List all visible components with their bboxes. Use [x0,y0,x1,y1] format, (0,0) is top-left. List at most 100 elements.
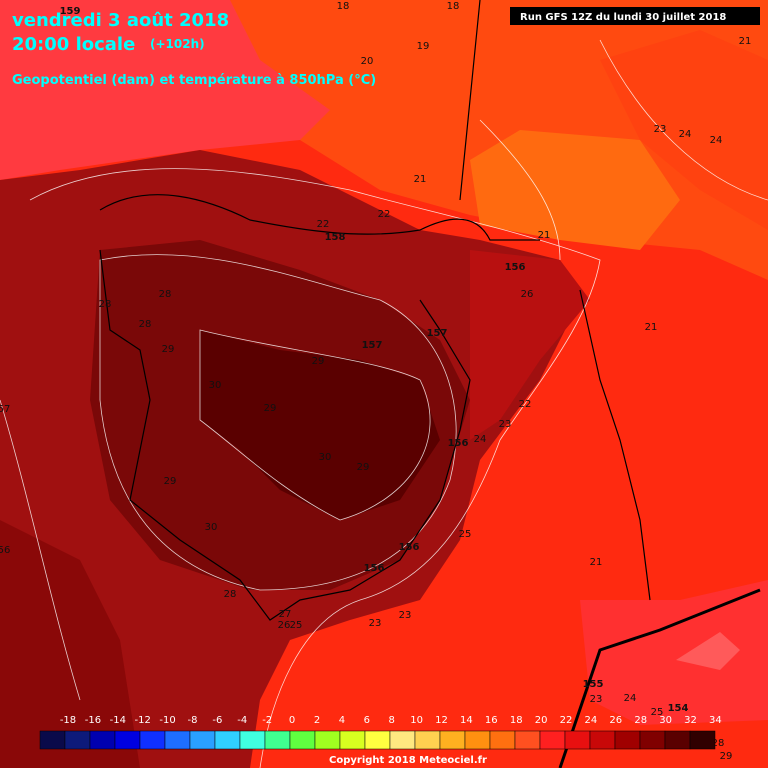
legend-label: 16 [485,715,498,726]
coastline [579,289,651,601]
contour-label: 24 [679,129,692,140]
contour-label: 155 [583,679,604,690]
contour-label: 23 [590,694,603,705]
legend-swatch [364,730,391,750]
legend-label: 24 [585,715,598,726]
contour-label: 29 [357,462,370,473]
legend-label: 26 [609,715,622,726]
contour-label: 29 [720,751,733,762]
warm-area [470,130,680,250]
warm-area [600,30,768,230]
time: 20:00 locale [12,34,135,55]
contour-label: 157 [362,340,383,351]
contour-label: 28 [712,738,725,749]
legend-swatch [614,730,641,750]
contour-label: 21 [739,36,752,47]
legend-swatch [464,730,491,750]
legend-swatch [64,730,91,750]
contour-label: 23 [399,610,412,621]
contour [29,168,601,768]
coastline [99,194,540,241]
contour-label: 24 [624,693,637,704]
legend-swatch [264,730,291,750]
copyright: Copyright 2018 Meteociel.fr [329,755,487,766]
legend-swatch [589,730,616,750]
legend-label: 28 [634,715,647,726]
legend-label: 22 [560,715,573,726]
cool-area [0,0,330,180]
legend-label: 18 [510,715,523,726]
contour-label: 29 [164,476,177,487]
contour-label: 27 [279,609,292,620]
contour-label: 25 [651,707,664,718]
legend-swatch [689,730,716,750]
legend-swatch [114,730,141,750]
legend-swatch [514,730,541,750]
legend-swatch [189,730,216,750]
legend-swatch [339,730,366,750]
legend-swatch [289,730,316,750]
legend-label: 12 [435,715,448,726]
contour-label: 28 [159,289,172,300]
contour-label: 22 [519,399,532,410]
contour-label: 26 [521,289,534,300]
contour-label: 28 [99,299,112,310]
contour-label: 22 [317,219,330,230]
contour-label: 56 [0,545,10,556]
legend-swatch [639,730,666,750]
contour-label: 24 [710,135,723,146]
legend-label: -6 [212,715,222,726]
legend-label: -10 [159,715,175,726]
contour-label: 23 [499,419,512,430]
warm-area [676,632,740,670]
contour-label: 28 [139,319,152,330]
warm-area [580,580,768,725]
legend-label: 30 [659,715,672,726]
legend-label: -16 [85,715,101,726]
legend-swatch [539,730,566,750]
contour-label: 21 [538,230,551,241]
contour-label: 25 [459,529,472,540]
contour-label: 156 [399,542,420,553]
contour [479,119,561,261]
contour [599,39,768,201]
contour-label: 157 [427,328,448,339]
contour-label: 20 [361,56,374,67]
contour-label: 159 [60,6,81,17]
legend-label: 4 [339,715,345,726]
contour-label: 19 [417,41,430,52]
legend-label: 20 [535,715,548,726]
legend-swatch [314,730,341,750]
contours [0,39,768,768]
legend-label: -2 [262,715,272,726]
legend-swatch [489,730,516,750]
contour-label: 30 [205,522,218,533]
lead-time: (+102h) [150,37,205,51]
color-legend: -18 -16 -14 -12 -10 -8 -6 -4 -2 0 2 4 6 8 10 12 14 16 18 20… [39,715,722,750]
contour-label: 158 [325,232,346,243]
contour-label: 24 [474,434,487,445]
contour-label: 154 [668,703,689,714]
contour-label: 21 [414,174,427,185]
contour-label: 57 [0,404,10,415]
legend-label: -4 [237,715,247,726]
contour-label: 25 [290,620,303,631]
legend-swatch [139,730,166,750]
coastlines [99,0,651,621]
hot-area [0,520,140,768]
title: vendredi 3 août 2018 [12,10,229,31]
contour-label: 29 [312,356,325,367]
contour-label: 156 [448,438,469,449]
contour-label: 156 [505,262,526,273]
contour-label: 156 [364,563,385,574]
legend-label: -12 [135,715,151,726]
legend-label: 6 [364,715,370,726]
contour-label: 30 [319,452,332,463]
legend-swatch [439,730,466,750]
contour-label: 28 [224,589,237,600]
contour-label: 22 [378,209,391,220]
legend-label: 34 [709,715,722,726]
legend-label: 2 [314,715,320,726]
legend-label: 14 [460,715,473,726]
